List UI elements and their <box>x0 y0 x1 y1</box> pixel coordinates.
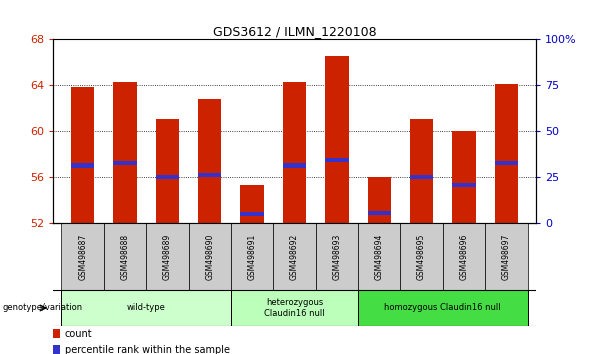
Bar <box>495 161 518 165</box>
Bar <box>53 345 60 354</box>
Bar <box>61 290 231 326</box>
Bar <box>155 175 179 179</box>
Bar <box>273 223 316 290</box>
Bar <box>113 161 137 165</box>
Text: genotype/variation: genotype/variation <box>3 303 83 313</box>
Bar <box>240 212 264 216</box>
Bar <box>198 173 221 177</box>
Bar <box>283 81 306 223</box>
Bar <box>231 290 358 326</box>
Text: GSM498689: GSM498689 <box>163 234 172 280</box>
Bar <box>485 223 528 290</box>
Text: GSM498690: GSM498690 <box>206 233 214 280</box>
Bar <box>71 87 94 223</box>
Bar <box>231 223 273 290</box>
Bar <box>283 164 306 167</box>
Text: GSM498693: GSM498693 <box>332 233 342 280</box>
Text: GSM498695: GSM498695 <box>417 233 426 280</box>
Bar <box>155 119 179 223</box>
Text: GSM498692: GSM498692 <box>290 234 299 280</box>
Bar <box>410 119 434 223</box>
Bar <box>358 290 528 326</box>
Text: GSM498691: GSM498691 <box>247 234 257 280</box>
Bar <box>113 81 137 223</box>
Bar <box>368 211 391 215</box>
Bar <box>495 84 518 223</box>
Text: wild-type: wild-type <box>127 303 166 313</box>
Bar <box>198 99 221 223</box>
Text: heterozygous
Claudin16 null: heterozygous Claudin16 null <box>264 298 325 318</box>
Bar <box>401 223 443 290</box>
Bar <box>316 223 358 290</box>
Bar <box>146 223 188 290</box>
Bar <box>240 185 264 223</box>
Bar <box>104 223 146 290</box>
Text: count: count <box>65 329 92 339</box>
Bar <box>410 175 434 179</box>
Bar <box>188 223 231 290</box>
Bar <box>71 164 94 167</box>
Text: homozygous Claudin16 null: homozygous Claudin16 null <box>385 303 501 313</box>
Text: percentile rank within the sample: percentile rank within the sample <box>65 344 230 354</box>
Bar <box>358 223 401 290</box>
Text: GSM498688: GSM498688 <box>121 234 130 280</box>
Text: GSM498697: GSM498697 <box>502 233 511 280</box>
Bar <box>325 158 349 162</box>
Bar <box>61 223 104 290</box>
Text: GSM498687: GSM498687 <box>78 234 87 280</box>
Title: GDS3612 / ILMN_1220108: GDS3612 / ILMN_1220108 <box>213 25 376 38</box>
Bar <box>53 329 60 338</box>
Bar <box>452 131 476 223</box>
Bar <box>443 223 485 290</box>
Text: GSM498696: GSM498696 <box>459 233 468 280</box>
Bar <box>368 177 391 223</box>
Bar <box>325 56 349 223</box>
Bar <box>452 183 476 187</box>
Text: GSM498694: GSM498694 <box>375 233 383 280</box>
